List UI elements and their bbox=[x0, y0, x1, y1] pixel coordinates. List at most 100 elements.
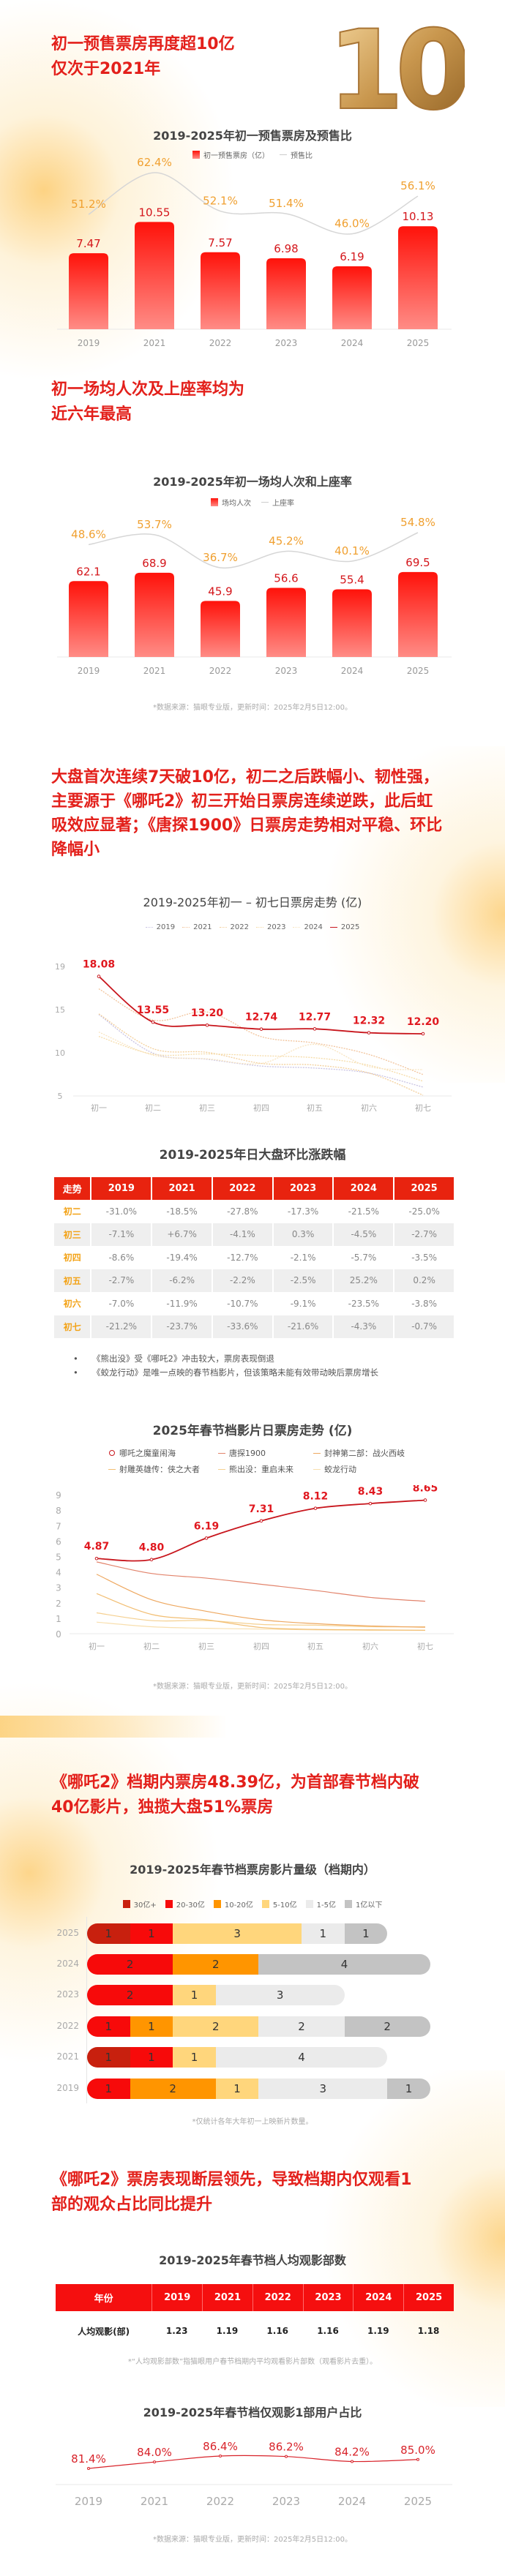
legend-swatch bbox=[165, 1900, 173, 1908]
legend-item: 2021 bbox=[182, 923, 212, 931]
x-tick-label: 初二 bbox=[145, 1103, 161, 1113]
x-tick-label: 2023 bbox=[272, 2495, 300, 2508]
legend-swatch bbox=[329, 927, 337, 928]
table-cell: -4.3% bbox=[334, 1315, 394, 1338]
data-point bbox=[313, 1506, 318, 1510]
bar-value-label: 10.55 bbox=[139, 206, 171, 219]
y-tick-label: 0 bbox=[56, 1629, 61, 1640]
bar bbox=[69, 253, 108, 329]
table-row: 初七 -21.2% -23.7% -33.6% -21.6% -4.3% -0.7% bbox=[54, 1315, 454, 1338]
presale-chart: 7.47 2019 10.55 2021 7.57 2022 6.98 2023 6.19 202… bbox=[57, 156, 452, 348]
bar bbox=[332, 266, 372, 329]
data-label: 8.43 bbox=[358, 1486, 384, 1498]
legend-label: 封神第二部：战火西岐 bbox=[324, 1449, 405, 1458]
legend-item: 蛟龙行动 bbox=[313, 1463, 438, 1475]
legend-swatch bbox=[108, 1468, 116, 1470]
x-tick-label: 2019 bbox=[78, 666, 100, 676]
legend-label: 场均人次 bbox=[222, 500, 251, 508]
bar-segment: 1 bbox=[130, 2047, 173, 2068]
bar-segment: 1 bbox=[387, 2079, 430, 2099]
chart-legend: 2019 2021 2022 2023 2024 2025 bbox=[0, 923, 505, 931]
table-cell: -2.5% bbox=[273, 1269, 333, 1292]
column-header: 2019 bbox=[152, 2284, 203, 2311]
bar-segment: 3 bbox=[215, 1985, 345, 2005]
x-tick-label: 2021 bbox=[143, 666, 166, 676]
table-title: 2019-2025年春节档人均观影部数 bbox=[159, 2253, 346, 2267]
bar-value-label: 55.4 bbox=[340, 573, 364, 586]
bar-segment: 2 bbox=[87, 1985, 173, 2005]
x-tick-label: 初六 bbox=[362, 1641, 378, 1651]
line-value-label: 53.7% bbox=[137, 518, 172, 531]
bg-band bbox=[0, 1716, 505, 1738]
bar-segment: 1 bbox=[87, 1923, 130, 1944]
svg-text:10: 10 bbox=[328, 7, 465, 124]
data-label: 8.12 bbox=[303, 1491, 329, 1503]
line-series-2019 bbox=[98, 1014, 424, 1088]
x-tick-label: 初一 bbox=[91, 1103, 107, 1113]
column-header: 2024 bbox=[353, 2284, 404, 2311]
table-cell: 25.2% bbox=[334, 1269, 394, 1292]
legend-label: 2025 bbox=[340, 923, 360, 931]
chart-legend: 场均人次 上座率 bbox=[0, 497, 505, 508]
column-header: 2025 bbox=[394, 1177, 454, 1200]
line-series-封神第二部：战火西岐 bbox=[96, 1574, 426, 1628]
bar-segment: 1 bbox=[87, 2047, 130, 2068]
table-cell: -12.7% bbox=[227, 1252, 258, 1263]
chart-title: 2019-2025年初一预售票房及预售比 bbox=[153, 129, 352, 143]
x-tick-label: 初六 bbox=[361, 1103, 377, 1113]
y-tick-label: 5 bbox=[58, 1092, 63, 1101]
legend-label: 初一预售票房（亿） bbox=[203, 152, 269, 160]
bar-segment: 4 bbox=[258, 1954, 430, 1975]
data-label: 86.4% bbox=[203, 2440, 238, 2453]
bar-segment: 2 bbox=[344, 2016, 430, 2037]
headline-line: 40亿影片，独揽大盘51%票房 bbox=[51, 1798, 274, 1817]
table-cell: -31.0% bbox=[105, 1206, 138, 1217]
legend-swatch bbox=[192, 151, 200, 159]
bar-segment: 2 bbox=[87, 1954, 173, 1975]
headline-line: 初一场均人次及上座率均为 bbox=[51, 380, 245, 399]
headline-5: 《哪吒2》档期内票房48.39亿，为首部春节档内破 40亿影片，独揽大盘51%票… bbox=[51, 1770, 461, 1820]
table-cell: -21.5% bbox=[348, 1206, 380, 1217]
table-row: 初二 -31.0% -18.5% -27.8% -17.3% -21.5% -25.0% bbox=[54, 1200, 454, 1223]
y-category-label: 2019 bbox=[56, 2083, 79, 2093]
headline-line: 初一预售票房再度超10亿 bbox=[51, 35, 235, 53]
line-value-label: 46.0% bbox=[334, 217, 370, 230]
bar-segment: 2 bbox=[173, 2016, 259, 2037]
line-series-熊出没：重启未来 bbox=[96, 1612, 426, 1628]
x-tick-label: 初三 bbox=[198, 1641, 214, 1651]
data-point bbox=[313, 1027, 317, 1031]
table-header-row: 走势 2019 2021 2022 2023 2024 2025 bbox=[54, 1177, 454, 1200]
table-cell: -25.0% bbox=[408, 1206, 440, 1217]
avg-films-table: 年份 2019 2021 2022 2023 2024 2025 人均观影(部) 1.23 1.1… bbox=[56, 2284, 454, 2351]
bar-segment: 2 bbox=[130, 2079, 216, 2099]
column-header: 2022 bbox=[212, 1177, 272, 1200]
bar bbox=[135, 572, 174, 657]
legend-label: 2022 bbox=[230, 923, 249, 931]
line-series-射雕英雄传：侠之大者 bbox=[96, 1593, 426, 1631]
y-tick-label: 19 bbox=[55, 962, 65, 972]
data-point bbox=[151, 1020, 155, 1024]
table-cell: -17.3% bbox=[287, 1206, 319, 1217]
legend-item: 2019 bbox=[145, 923, 175, 931]
table-cell: -11.9% bbox=[166, 1298, 198, 1309]
legend-swatch bbox=[344, 1900, 352, 1908]
table-cell: -18.5% bbox=[166, 1206, 198, 1217]
x-tick-label: 2025 bbox=[407, 666, 430, 676]
single-film-share-chart: 81.4% 2019 84.0% 2021 86.4% 2022 86.2% 2023 84.2… bbox=[56, 2440, 452, 2508]
chart-title: 2019-2025年初一场均人次和上座率 bbox=[153, 475, 352, 489]
line-value-label: 45.2% bbox=[269, 534, 304, 547]
legend-label: 熊出没：重启未来 bbox=[229, 1465, 293, 1474]
y-tick-label: 4 bbox=[56, 1568, 61, 1578]
line-series bbox=[88, 532, 419, 569]
legend-swatch bbox=[261, 1900, 269, 1908]
chart-legend: 哪吒之魔童闹海 唐探1900 封神第二部：战火西岐 射雕英雄传：侠之大者 熊出没：重启未… bbox=[108, 1447, 438, 1475]
bar-value-label: 6.19 bbox=[340, 250, 364, 263]
line-value-label: 52.1% bbox=[203, 195, 238, 208]
bar bbox=[135, 222, 174, 329]
data-label: 85.0% bbox=[400, 2444, 435, 2457]
column-header: 2024 bbox=[334, 1177, 394, 1200]
table-cell: -6.2% bbox=[152, 1269, 212, 1292]
source-note: *数据来源：猫眼专业版，更新时间：2025年2月5日12:00。 bbox=[153, 704, 352, 712]
bar-value-label: 62.1 bbox=[76, 565, 100, 578]
